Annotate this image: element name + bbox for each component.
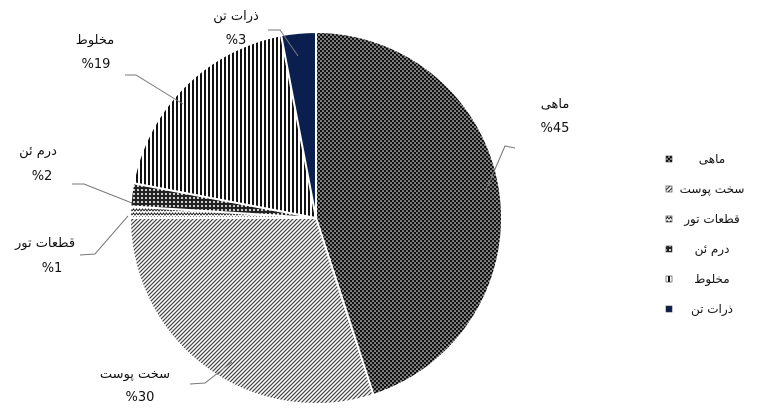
slice-name-label-6: ذرات تن <box>213 9 259 24</box>
legend-label-3: قطعات تور <box>683 212 739 227</box>
slice-value-label-4: %2 <box>32 169 53 184</box>
legend-swatch-3 <box>665 215 673 223</box>
slice-name-label-5: مخلوط <box>76 33 114 48</box>
legend-swatch-4 <box>665 245 673 253</box>
leader-line-3 <box>79 215 129 256</box>
pie-slice-1 <box>315 30 504 397</box>
leader-line-2 <box>189 361 233 385</box>
slice-name-label-2: سخت پوست <box>100 367 170 382</box>
leader-line-6 <box>268 29 299 57</box>
slice-value-label-5: %19 <box>82 57 111 72</box>
slice-value-label-1: %45 <box>541 121 570 136</box>
legend-label-2: سخت پوست <box>680 182 745 197</box>
legend-label-1: ماهی <box>699 152 725 166</box>
leader-line-5 <box>125 74 184 105</box>
legend-swatch-5 <box>665 275 673 283</box>
slice-name-label-4: درم ئن <box>19 144 57 159</box>
legend-swatch-1 <box>665 155 673 163</box>
slice-value-label-6: %3 <box>226 33 247 48</box>
pie-slice-6 <box>279 30 317 219</box>
slice-name-label-1: ماهی <box>541 97 570 112</box>
slice-value-label-3: %1 <box>42 261 63 276</box>
leader-line-4 <box>72 183 133 204</box>
legend-label-4: درم ئن <box>695 242 730 257</box>
slice-name-label-3: قطعات تور <box>14 236 75 251</box>
pie-slice-5 <box>132 34 318 220</box>
legend-label-6: ذرات تن <box>691 302 733 317</box>
legend-swatch-2 <box>665 185 673 193</box>
legend-label-5: مخلوط <box>694 272 729 287</box>
legend-swatch-6 <box>665 305 673 313</box>
leader-line-1 <box>485 145 516 191</box>
pie-slice-2 <box>128 217 375 405</box>
slice-value-label-2: %30 <box>126 390 155 405</box>
